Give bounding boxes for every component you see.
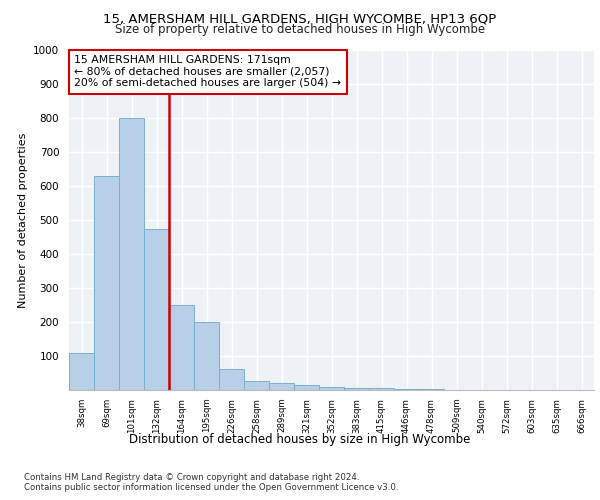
Text: Distribution of detached houses by size in High Wycombe: Distribution of detached houses by size …: [130, 432, 470, 446]
Text: Contains public sector information licensed under the Open Government Licence v3: Contains public sector information licen…: [24, 484, 398, 492]
Bar: [169, 305, 194, 390]
Bar: [194, 322, 219, 390]
Y-axis label: Number of detached properties: Number of detached properties: [17, 132, 28, 308]
Bar: [244, 381, 269, 390]
Bar: [144, 228, 169, 390]
Bar: [69, 352, 94, 390]
Bar: [369, 388, 394, 390]
Text: 15, AMERSHAM HILL GARDENS, HIGH WYCOMBE, HP13 6QP: 15, AMERSHAM HILL GARDENS, HIGH WYCOMBE,…: [103, 12, 497, 26]
Bar: [319, 386, 344, 390]
Bar: [94, 176, 119, 390]
Bar: [344, 388, 369, 390]
Bar: [119, 118, 144, 390]
Bar: [269, 383, 294, 390]
Text: 15 AMERSHAM HILL GARDENS: 171sqm
← 80% of detached houses are smaller (2,057)
20: 15 AMERSHAM HILL GARDENS: 171sqm ← 80% o…: [74, 55, 341, 88]
Text: Contains HM Land Registry data © Crown copyright and database right 2024.: Contains HM Land Registry data © Crown c…: [24, 472, 359, 482]
Bar: [219, 369, 244, 390]
Text: Size of property relative to detached houses in High Wycombe: Size of property relative to detached ho…: [115, 22, 485, 36]
Bar: [394, 389, 419, 390]
Bar: [294, 385, 319, 390]
